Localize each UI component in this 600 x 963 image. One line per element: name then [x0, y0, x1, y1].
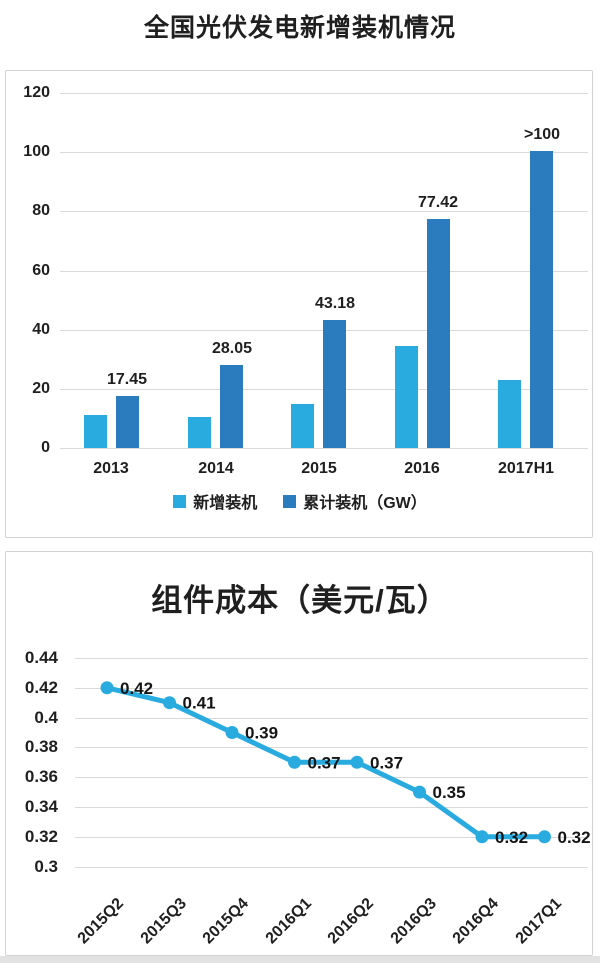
bar-chart-title: 全国光伏发电新增装机情况: [143, 14, 456, 42]
line-chart-title: 组件成本（美元/瓦）: [151, 583, 449, 618]
bar-chart-panel: [5, 70, 593, 538]
legend-label-cumulative: 累计装机（GW）: [303, 495, 427, 512]
legend-item-new-installed: 新增装机: [173, 489, 257, 513]
legend-swatch-new-installed: [173, 494, 187, 508]
bar-chart-legend: 新增装机 累计装机（GW）: [0, 489, 600, 513]
bottom-divider: [0, 956, 600, 963]
legend-swatch-cumulative: [283, 494, 297, 508]
legend-item-cumulative: 累计装机（GW）: [283, 489, 427, 513]
legend-label-new-installed: 新增装机: [193, 495, 258, 512]
